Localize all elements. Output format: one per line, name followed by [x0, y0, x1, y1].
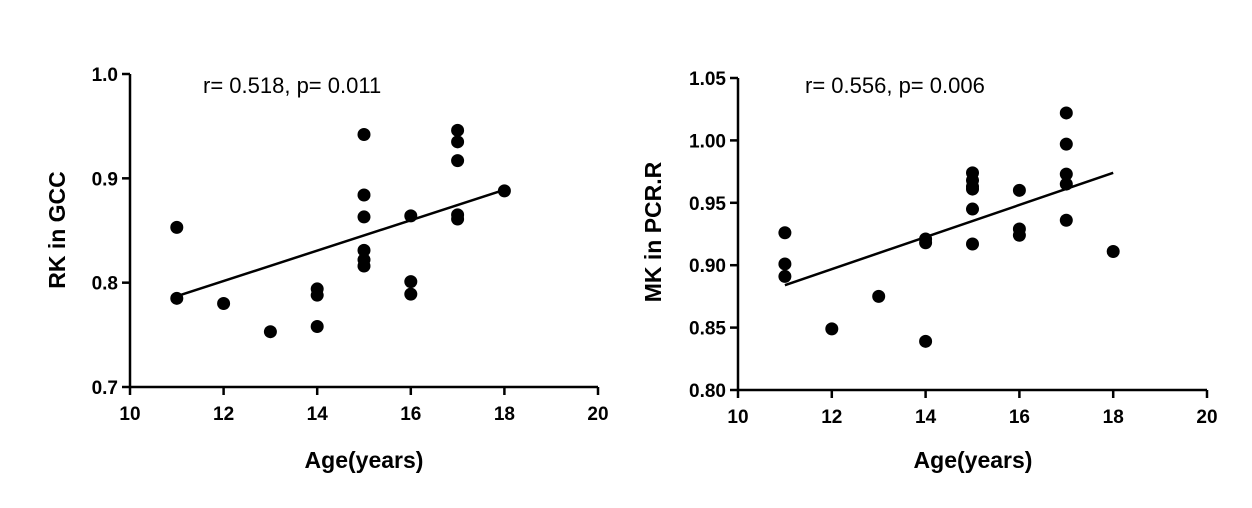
data-point: [357, 243, 371, 257]
data-point: [451, 135, 465, 149]
data-point: [1106, 244, 1120, 258]
data-point: [919, 236, 933, 250]
data-point: [778, 226, 792, 240]
x-tick-label: 20: [587, 404, 608, 425]
data-point: [451, 123, 465, 137]
y-tick-label: 0.8: [92, 274, 118, 295]
regression-line: [784, 171, 1114, 287]
data-point: [966, 237, 979, 251]
data-point: [310, 288, 324, 302]
chart-mk-pcr: r= 0.556, p= 0.006 Age(years) MK in PCR.…: [640, 69, 1218, 473]
data-point: [357, 128, 371, 142]
y-tick-label: 1.0: [92, 65, 118, 86]
data-point: [872, 289, 886, 303]
x-tick-label: 18: [1103, 407, 1124, 428]
data-point: [966, 202, 979, 216]
y-axis-label: MK in PCR.R: [640, 161, 666, 302]
y-tick-label: 0.95: [689, 194, 726, 215]
data-point: [357, 210, 371, 224]
correlation-annotation: r= 0.556, p= 0.006: [805, 73, 985, 98]
data-point: [1059, 167, 1073, 181]
correlation-annotation: r= 0.518, p= 0.011: [203, 73, 381, 98]
data-point: [497, 184, 511, 198]
y-tick-label: 1.00: [689, 131, 726, 152]
data-point: [451, 154, 465, 168]
data-point: [825, 322, 839, 336]
x-tick-label: 14: [915, 407, 937, 428]
x-tick-label: 12: [213, 404, 234, 425]
data-point: [310, 319, 324, 333]
data-point: [1059, 177, 1073, 191]
x-axis-label: Age(years): [914, 447, 1033, 473]
data-point: [404, 209, 418, 223]
data-point: [404, 287, 418, 301]
y-tick-label: 0.85: [689, 319, 726, 340]
x-tick-label: 12: [821, 407, 842, 428]
y-tick-label: 1.05: [689, 69, 726, 90]
regression-line: [176, 188, 505, 298]
y-tick-label: 0.90: [689, 256, 726, 277]
y-tick-label: 0.7: [92, 378, 118, 399]
data-point: [966, 182, 979, 196]
data-point: [1012, 228, 1026, 242]
data-point: [263, 325, 277, 339]
data-point: [357, 188, 371, 202]
data-point: [778, 257, 792, 271]
x-tick-label: 20: [1196, 407, 1217, 428]
y-tick-label: 0.9: [92, 169, 118, 190]
x-tick-label: 10: [119, 404, 140, 425]
y-tick-label: 0.80: [689, 381, 726, 402]
data-point: [1012, 183, 1026, 197]
chart-rk-gcc: r= 0.518, p= 0.011 Age(years) RK in GCC …: [44, 65, 609, 473]
data-point: [217, 297, 231, 311]
data-point: [778, 269, 792, 283]
x-tick-label: 16: [400, 404, 421, 425]
data-point: [1059, 137, 1073, 151]
x-tick-label: 18: [494, 404, 515, 425]
x-tick-label: 10: [727, 407, 748, 428]
x-axis-label: Age(years): [305, 447, 424, 473]
data-point: [170, 220, 184, 234]
x-tick-label: 14: [307, 404, 329, 425]
x-tick-label: 16: [1009, 407, 1030, 428]
data-point: [357, 259, 371, 273]
data-point: [404, 275, 418, 289]
data-point: [1059, 106, 1073, 120]
data-point: [919, 334, 933, 348]
data-point: [451, 212, 465, 226]
data-point: [170, 291, 184, 305]
y-axis-label: RK in GCC: [44, 171, 70, 289]
data-point: [1059, 213, 1073, 227]
